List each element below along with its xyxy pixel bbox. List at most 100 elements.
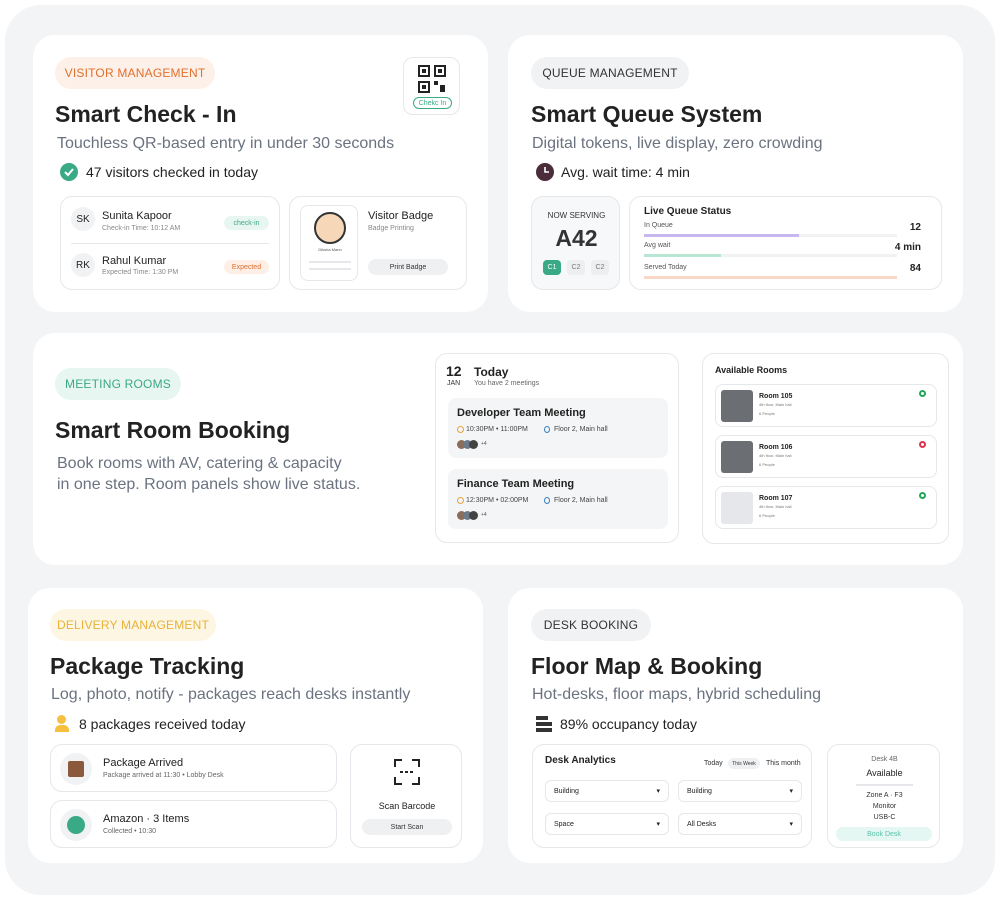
time-icon <box>457 426 464 433</box>
visitor-name: Rahul Kumar <box>102 255 167 267</box>
scan-box: Scan Barcode Start Scan <box>350 744 462 848</box>
attendee <box>457 511 466 520</box>
row-track <box>644 234 897 237</box>
title: Package Tracking <box>50 653 245 679</box>
cal-month: JAN <box>447 380 461 387</box>
stat: 47 visitors checked in today <box>86 164 258 180</box>
avatar: RK <box>71 253 95 277</box>
decoration <box>422 69 426 73</box>
attendee-extra: +4 <box>481 441 487 447</box>
check-icon <box>60 163 78 181</box>
row-label: In Queue <box>644 222 673 229</box>
select[interactable]: All Desks ▾ <box>678 813 802 835</box>
select[interactable]: Space ▾ <box>545 813 669 835</box>
decoration <box>418 65 430 77</box>
decoration <box>644 234 799 237</box>
room-location: 4th floor, Main hall <box>759 504 792 509</box>
visitor-list: SK Sunita Kapoor Check-in Time: 10:12 AM… <box>60 196 280 290</box>
collected-icon <box>60 809 92 841</box>
tag: VISITOR MANAGEMENT <box>55 57 215 89</box>
attendee <box>469 440 478 449</box>
decoration <box>57 715 66 724</box>
room-photo <box>721 390 753 422</box>
print-button[interactable]: Print Badge <box>368 259 448 275</box>
title: Smart Check - In <box>55 101 237 127</box>
room-status <box>919 441 926 448</box>
person-icon <box>55 715 69 732</box>
analytics-box: Desk Analytics Today This Week This mont… <box>532 744 812 848</box>
attendee <box>463 511 472 520</box>
select[interactable]: Building ▾ <box>545 780 669 802</box>
decoration <box>434 65 446 77</box>
subtitle: Hot-desks, floor maps, hybrid scheduling <box>532 686 822 703</box>
decoration <box>394 759 420 785</box>
badge-subtitle: Badge Printing <box>368 225 414 232</box>
tab-active[interactable]: This Week <box>728 758 760 769</box>
live-title: Live Queue Status <box>644 206 732 217</box>
caret: ▾ <box>656 821 660 828</box>
attendee-extra: +4 <box>481 512 487 518</box>
token: A42 <box>555 225 598 251</box>
attendee <box>457 440 466 449</box>
meeting-item: Finance Team Meeting 12:30PM • 02:00PM F… <box>448 469 668 529</box>
desk-status: Available <box>866 768 903 778</box>
decoration <box>64 168 74 177</box>
clock-icon <box>536 163 554 181</box>
tab[interactable]: This month <box>766 760 801 767</box>
subtitle: Digital tokens, live display, zero crowd… <box>532 135 823 152</box>
badge-title: Visitor Badge <box>368 210 434 222</box>
subtitle: Touchless QR-based entry in under 30 sec… <box>57 135 395 152</box>
room-location: 4th floor, Main hall <box>759 453 792 458</box>
tag: QUEUE MANAGEMENT <box>531 57 689 89</box>
decoration <box>438 69 442 73</box>
decoration <box>64 168 74 177</box>
stat: 8 packages received today <box>79 716 246 732</box>
room-location: 4th floor, Main hall <box>759 402 792 407</box>
decoration <box>68 761 84 777</box>
desk-card: DESK BOOKING Floor Map & Booking Hot-des… <box>508 588 963 863</box>
package-icon <box>60 753 92 785</box>
tag: DELIVERY MANAGEMENT <box>50 609 216 641</box>
item-title: Package Arrived <box>103 757 184 769</box>
scan-button[interactable]: Start Scan <box>362 819 452 835</box>
description: Book rooms with AV, catering & capacity <box>57 455 342 472</box>
counter: C2 <box>567 260 585 275</box>
room-name: Room 106 <box>759 444 793 451</box>
meeting-time: 12:30PM • 02:00PM <box>466 497 529 504</box>
decoration <box>434 81 438 85</box>
description: in one step. Room panels show live statu… <box>57 476 361 493</box>
divider <box>71 243 269 244</box>
decoration <box>544 167 549 173</box>
status-pill: Expected <box>224 260 269 274</box>
now-serving-label: NOW SERVING <box>547 211 606 220</box>
cal-day: 12 <box>446 363 462 379</box>
location-icon <box>544 497 550 504</box>
row-value: 12 <box>909 222 921 233</box>
queue-card: QUEUE MANAGEMENT Smart Queue System Digi… <box>508 35 963 312</box>
tag: MEETING ROOMS <box>55 368 181 400</box>
scan-title: Scan Barcode <box>378 801 436 811</box>
delivery-card: DELIVERY MANAGEMENT Package Tracking Log… <box>28 588 483 863</box>
room-status <box>919 390 926 397</box>
select[interactable]: Building ▾ <box>678 780 802 802</box>
cal-heading: Today <box>474 365 509 379</box>
qr-label: Chekc In <box>413 97 452 109</box>
room-name: Room 105 <box>759 393 793 400</box>
room-photo <box>721 441 753 473</box>
rooms-box: Available Rooms Room 105 4th floor, Main … <box>702 353 949 544</box>
desk-status-box: Desk 4B Available Zone A · F3 Monitor US… <box>827 744 940 848</box>
avatar: SK <box>71 207 95 231</box>
subtitle: Log, photo, notify - packages reach desk… <box>51 686 411 703</box>
decoration <box>440 85 445 92</box>
select-label: Building <box>687 787 712 795</box>
row-value: 84 <box>909 263 921 274</box>
desk-detail: Monitor <box>872 803 897 810</box>
book-button[interactable]: Book Desk <box>836 827 932 841</box>
caret: ▾ <box>789 788 793 795</box>
room-item: Room 105 4th floor, Main hall 6 People <box>715 384 937 427</box>
delivery-item: Package Arrived Package arrived at 11:30… <box>50 744 337 792</box>
meeting-title: Developer Team Meeting <box>457 407 586 419</box>
tab[interactable]: Today <box>704 760 723 767</box>
select-label: Space <box>554 820 574 828</box>
row-label: Avg wait <box>644 242 671 249</box>
